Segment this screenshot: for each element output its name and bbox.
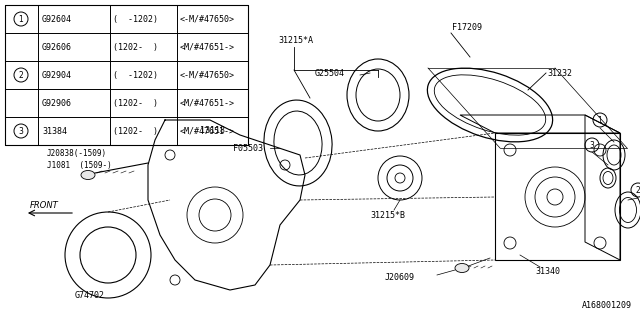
Text: 3: 3 (19, 126, 24, 135)
Text: 2: 2 (19, 70, 24, 79)
Text: G74702: G74702 (75, 291, 105, 300)
Ellipse shape (455, 263, 469, 273)
Text: A168001209: A168001209 (582, 301, 632, 310)
Text: (  -1202): ( -1202) (113, 14, 158, 23)
Text: F05503: F05503 (233, 143, 263, 153)
Text: 31340: 31340 (535, 268, 560, 276)
Text: J20609: J20609 (385, 274, 415, 283)
Text: 31215*B: 31215*B (370, 211, 405, 220)
Bar (5, 5, 248, 145)
Text: (1202-  ): (1202- ) (113, 126, 158, 135)
Text: 1: 1 (19, 14, 24, 23)
Text: 3: 3 (589, 140, 595, 149)
Text: (1202-  ): (1202- ) (113, 43, 158, 52)
Text: <-M/#47650>: <-M/#47650> (180, 14, 235, 23)
Text: <M/#47651->: <M/#47651-> (180, 126, 235, 135)
Text: J20838(-1509): J20838(-1509) (47, 148, 107, 157)
Text: (1202-  ): (1202- ) (113, 99, 158, 108)
Text: 2: 2 (636, 186, 640, 195)
Text: G92904: G92904 (42, 70, 72, 79)
Text: 31384: 31384 (42, 126, 67, 135)
Text: F17209: F17209 (452, 22, 482, 31)
Text: G92906: G92906 (42, 99, 72, 108)
Ellipse shape (81, 171, 95, 180)
Text: FRONT: FRONT (30, 201, 59, 210)
Text: G92604: G92604 (42, 14, 72, 23)
Text: J1081  (1509-): J1081 (1509-) (47, 161, 112, 170)
Text: 1: 1 (598, 116, 602, 124)
Text: <-M/#47650>: <-M/#47650> (180, 70, 235, 79)
Text: 13118: 13118 (200, 125, 225, 134)
Text: G25504: G25504 (315, 68, 345, 77)
Text: G92606: G92606 (42, 43, 72, 52)
Text: <M/#47651->: <M/#47651-> (180, 43, 235, 52)
Text: 31215*A: 31215*A (278, 36, 313, 44)
Text: (  -1202): ( -1202) (113, 70, 158, 79)
Text: 31232: 31232 (547, 68, 572, 77)
Text: <M/#47651->: <M/#47651-> (180, 99, 235, 108)
